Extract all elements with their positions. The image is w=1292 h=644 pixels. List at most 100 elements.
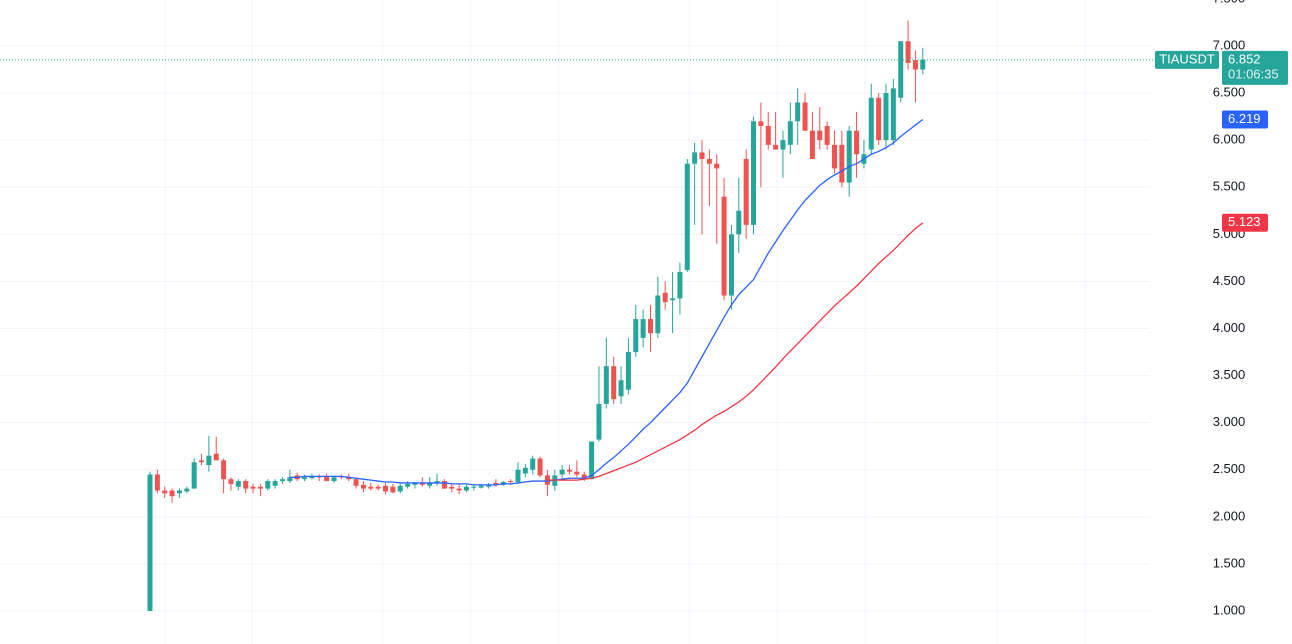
y-tick-label: 3.500 — [1213, 367, 1246, 382]
candle-body — [736, 210, 742, 235]
candle-body — [611, 366, 617, 400]
candle-body — [898, 41, 904, 98]
candle-body — [441, 481, 447, 489]
candle-body — [699, 152, 705, 159]
candle-body — [677, 271, 683, 299]
candle-body — [773, 144, 779, 150]
candle-body — [309, 476, 315, 479]
candle-body — [287, 477, 293, 482]
candle-body — [478, 485, 484, 488]
candle-body — [795, 102, 801, 122]
y-tick-label: 1.000 — [1213, 602, 1246, 617]
candle-body — [854, 130, 860, 155]
candle-body — [787, 121, 793, 145]
ma-value-label: 5.123 — [1228, 214, 1261, 229]
candle-body — [346, 477, 352, 480]
candle-body — [522, 467, 528, 474]
y-tick-label: 2.000 — [1213, 508, 1246, 523]
candle-body — [758, 121, 764, 127]
y-tick-label: 3.000 — [1213, 414, 1246, 429]
candle-body — [706, 158, 712, 164]
candle-body — [574, 471, 580, 475]
candle-body — [846, 130, 852, 183]
candle-body — [876, 97, 882, 141]
candle-body — [596, 403, 602, 440]
candle-body — [353, 479, 359, 486]
candle-body — [714, 163, 720, 169]
symbol-badge — [1155, 50, 1219, 69]
candle-body — [640, 319, 646, 338]
candle-body — [221, 460, 227, 480]
candle-body — [427, 482, 433, 486]
y-tick-label: 1.500 — [1213, 555, 1246, 570]
candle-body — [169, 490, 175, 497]
candle-body — [206, 455, 212, 466]
candle-body — [559, 469, 565, 475]
candle-body — [625, 352, 631, 390]
candle-body — [331, 477, 337, 482]
candle-body — [360, 484, 366, 489]
candle-body — [243, 481, 249, 489]
candle-body — [213, 453, 219, 461]
candle-body — [235, 481, 241, 487]
candle-body — [228, 479, 234, 484]
last-price-label: 6.852 — [1228, 51, 1261, 66]
candle-body — [912, 60, 918, 70]
ma-badge — [1222, 110, 1268, 129]
candle-body — [412, 482, 418, 485]
candle-body — [743, 158, 749, 225]
candle-body — [463, 486, 469, 491]
candle-body — [493, 482, 499, 485]
candle-body — [154, 474, 160, 491]
candle-body — [397, 485, 403, 492]
y-tick-label: 6.500 — [1213, 84, 1246, 99]
candle-body — [839, 144, 845, 183]
candle-body — [191, 462, 197, 489]
y-tick-label: 4.500 — [1213, 273, 1246, 288]
candle-body — [405, 483, 411, 487]
candle-body — [515, 469, 521, 483]
candle-body — [176, 490, 182, 494]
candle-body — [279, 479, 285, 482]
candle-body — [383, 485, 389, 492]
candle-body — [589, 441, 595, 480]
candle-body — [817, 130, 823, 141]
candle-body — [257, 486, 263, 489]
candle-body — [647, 319, 653, 334]
candle-body — [419, 482, 425, 485]
y-tick-label: 2.500 — [1213, 461, 1246, 476]
candle-body — [868, 97, 874, 150]
candle-body — [324, 476, 330, 482]
candle-body — [603, 366, 609, 404]
candle-body — [824, 126, 830, 145]
candle-body — [751, 121, 757, 225]
candle-body — [684, 163, 690, 271]
candle-body — [508, 481, 514, 483]
candle-body — [670, 298, 676, 301]
candle-body — [581, 474, 587, 480]
candle-body — [618, 380, 624, 397]
vertical-grid — [164, 0, 1086, 644]
price-badge — [1222, 50, 1288, 85]
candle-body — [567, 469, 573, 472]
candle-body — [530, 458, 536, 470]
y-tick-label: 6.000 — [1213, 132, 1246, 147]
candle-body — [728, 234, 734, 296]
candle-body — [920, 59, 926, 70]
candle-body — [272, 481, 278, 486]
candle-body — [765, 126, 771, 145]
candle-body — [449, 486, 455, 489]
candle-body — [486, 484, 492, 487]
candle-body — [662, 292, 668, 303]
candle-body — [368, 486, 374, 489]
candle-body — [809, 130, 815, 159]
candle-body — [434, 481, 440, 483]
candle-body — [302, 477, 308, 480]
candle-body — [265, 481, 271, 489]
candle-body — [780, 140, 786, 150]
candle-body — [633, 319, 639, 353]
candle-body — [655, 295, 661, 334]
countdown-label: 01:06:35 — [1228, 66, 1279, 81]
moving-average-line — [547, 222, 924, 481]
